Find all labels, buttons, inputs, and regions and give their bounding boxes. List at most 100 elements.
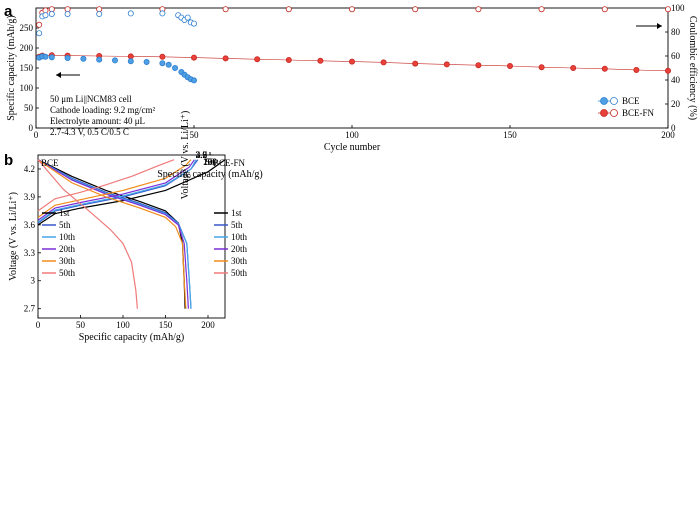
panel-c-legend-label: 20th xyxy=(231,244,248,254)
panel-a-bcefn-capacity-point xyxy=(444,62,449,67)
panel-b-xtick-label: 200 xyxy=(201,320,215,330)
panel-a-bce-capacity-point xyxy=(49,55,54,60)
panel-c-legend-label: 5th xyxy=(231,220,243,230)
panel-a-bcefn-capacity-point xyxy=(665,68,670,73)
panel-a-bce-capacity-point xyxy=(191,78,196,83)
panel-a-ytick-label: 100 xyxy=(20,83,34,93)
panel-a-ytick-label: 60 xyxy=(671,51,681,61)
panel-a-bcefn-legend-marker xyxy=(601,110,608,117)
panel-a-ytick-label: 150 xyxy=(20,63,34,73)
panel-a-bce-capacity-point xyxy=(65,55,70,60)
panel-a-bce-capacity-point xyxy=(97,57,102,62)
panel-b-xtick-label: 150 xyxy=(159,320,173,330)
panel-a-bce-ce-point xyxy=(160,11,165,16)
panel-a-bce-ce-point xyxy=(37,31,42,36)
panel-a-bce-capacity-point xyxy=(128,59,133,64)
panel-a-bcefn-ce-point xyxy=(665,7,670,12)
panel-b-legend-label: 10th xyxy=(59,232,76,242)
panel-a-bcefn-legend-marker xyxy=(611,110,618,117)
panel-a-bcefn-capacity-point xyxy=(602,66,607,71)
panel-a-bce-ce-point xyxy=(128,11,133,16)
panel-a-xtick-label: 0 xyxy=(34,130,39,140)
panel-a-annotation: Electrolyte amount: 40 μL xyxy=(50,116,145,126)
panel-b-ytick-label: 2.7 xyxy=(24,304,36,314)
panel-a-bce-capacity-point xyxy=(43,54,48,59)
panel-a-bce-ce-point xyxy=(97,11,102,16)
panel-b-xtick-label: 100 xyxy=(116,320,130,330)
panel-b-legend-label: 30th xyxy=(59,256,76,266)
panel-a-bcefn-ce-point xyxy=(223,7,228,12)
panel-a-bcefn-capacity-point xyxy=(381,60,386,65)
panel-a-bcefn-ce-point xyxy=(602,7,607,12)
panel-a-bcefn-capacity-point xyxy=(318,58,323,63)
panel-a-ytick-label: 40 xyxy=(671,75,681,85)
panel-c-ylabel-left: Voltage (V vs. Li/Li⁺) xyxy=(180,111,191,200)
panel-a-bce-capacity-point xyxy=(144,59,149,64)
panel-a-bce-legend-label: BCE xyxy=(622,96,640,106)
panel-b-legend-label: 20th xyxy=(59,244,76,254)
panel-a-bce-capacity-point xyxy=(160,61,165,66)
panel-a-bce-ce-point xyxy=(43,13,48,18)
panel-b-inset-title: BCE xyxy=(41,158,59,168)
panel-a-bcefn-ce-point xyxy=(539,7,544,12)
panel-a-bcefn-capacity-point xyxy=(191,55,196,60)
panel-a-bcefn-capacity-point xyxy=(349,59,354,64)
panel-a-bcefn-legend-label: BCE-FN xyxy=(622,108,655,118)
panel-a-bce-ce-point xyxy=(65,11,70,16)
panel-b-ytick-label: 3.6 xyxy=(24,220,36,230)
panel-a-bce-capacity-point xyxy=(172,65,177,70)
panel-a-ytick-label: 20 xyxy=(671,99,681,109)
panel-a-bcefn-capacity-point xyxy=(223,56,228,61)
figure: a0 50 100 150 200Cycle number050100150200250… xyxy=(0,0,700,530)
panel-b-ytick-label: 3.3 xyxy=(24,248,36,258)
panel-a-bcefn-ce-point xyxy=(286,7,291,12)
panel-a-bcefn-capacity-point xyxy=(571,65,576,70)
panel-a-bce-ce-point xyxy=(185,15,190,20)
panel-a-bcefn-capacity-point xyxy=(286,57,291,62)
panel-a-ylabel-left: Specific capacity (mAh/g) xyxy=(6,15,17,121)
panel-a-annotation: 50 μm Li||NCM83 cell xyxy=(50,94,132,104)
panel-a-bcefn-capacity-point xyxy=(539,65,544,70)
panel-b-ytick-label: 3.9 xyxy=(24,192,36,202)
panel-a-annotation: 2.7-4.3 V, 0.5 C/0.5 C xyxy=(50,127,129,137)
panel-a-xlabel: Cycle number xyxy=(324,142,381,153)
panel-a-bce-capacity-point xyxy=(81,56,86,61)
panel-a-ytick-label: 100 xyxy=(671,3,685,13)
panel-c-legend-label: 1st xyxy=(231,208,242,218)
panel-b-legend-label: 5th xyxy=(59,220,71,230)
panel-a-ylabel-right: Coulombic efficiency (%) xyxy=(687,16,698,120)
panel-a-ytick-label: 0 xyxy=(671,123,676,133)
panel-b-xtick-label: 0 xyxy=(36,320,41,330)
panel-a-ytick-label: 0 xyxy=(29,123,34,133)
panel-a-bcefn-capacity-point xyxy=(413,61,418,66)
panel-a-bcefn-capacity-point xyxy=(634,67,639,72)
panel-b-legend-label: 50th xyxy=(59,268,76,278)
panel-a-xtick-label: 100 xyxy=(345,130,359,140)
panel-b-curve-50th-discharge xyxy=(38,160,137,309)
panel-b-legend-label: 1st xyxy=(59,208,70,218)
panel-a-bce-ce-point xyxy=(49,11,54,16)
panel-a-bce-legend-marker xyxy=(611,98,618,105)
panel-a-bcefn-capacity-point xyxy=(476,63,481,68)
panel-a-xtick-label: 150 xyxy=(503,130,517,140)
panel-a-bcefn-capacity-point xyxy=(507,63,512,68)
panel-label-c: c xyxy=(0,0,8,4)
panel-a-ytick-label: 200 xyxy=(20,43,34,53)
panel-c-legend-label: 50th xyxy=(231,268,248,278)
panel-c-ytick-label: 4.2 xyxy=(196,150,207,160)
panel-a-bcefn-ce-point xyxy=(476,7,481,12)
panel-c-xlabel: Specific capacity (mAh/g) xyxy=(157,169,263,180)
panel-a-bce-ce-point xyxy=(191,21,196,26)
panel-c-inset-title: BCE-FN xyxy=(213,158,246,168)
panel-a-bce-capacity-point xyxy=(166,62,171,67)
panel-b-ytick-label: 3 xyxy=(31,276,36,286)
panel-a-bce-capacity-point xyxy=(112,58,117,63)
panel-label-b: b xyxy=(4,152,13,169)
panel-c-legend-label: 10th xyxy=(231,232,248,242)
panel-a-bcefn-capacity-point xyxy=(255,57,260,62)
panel-b-ylabel-left: Voltage (V vs. Li/Li⁺) xyxy=(8,192,19,281)
panel-c-legend-label: 30th xyxy=(231,256,248,266)
panel-a-bcefn-ce-point xyxy=(349,7,354,12)
panel-a-ytick-label: 80 xyxy=(671,27,681,37)
panel-b-ytick-label: 4.2 xyxy=(24,164,35,174)
